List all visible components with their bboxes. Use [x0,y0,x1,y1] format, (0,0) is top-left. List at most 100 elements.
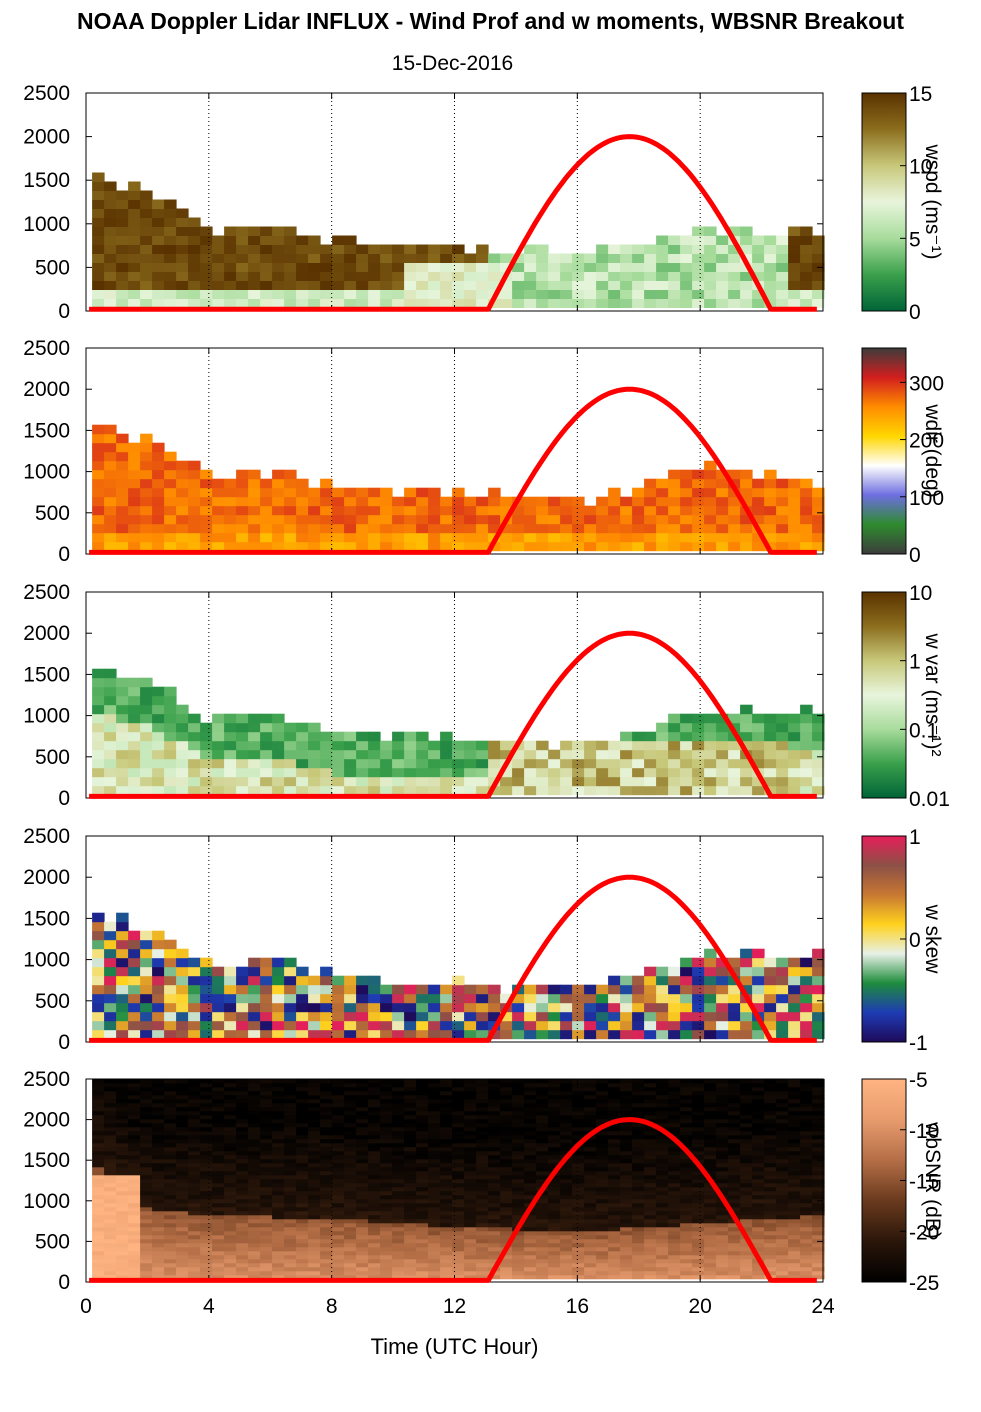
heatmap-cell [380,1214,393,1220]
heatmap-cell [356,1178,369,1184]
heatmap-cell [128,1174,141,1180]
heatmap-cell [512,1082,525,1088]
heatmap-cell [656,993,669,1004]
heatmap-cell [212,1082,225,1088]
heatmap-cell [632,532,645,543]
heatmap-cell [92,993,105,1004]
heatmap-cell [200,975,213,986]
heatmap-cell [560,1254,573,1260]
heatmap-cell [440,1258,453,1264]
heatmap-cell [344,1142,357,1148]
heatmap-cell [140,1126,153,1132]
heatmap-cell [344,1020,357,1031]
heatmap-cell [92,1174,105,1180]
heatmap-cell [548,1011,561,1022]
heatmap-cell [572,1082,585,1088]
heatmap-cell [620,514,633,525]
heatmap-cell [92,244,105,254]
heatmap-cell [656,1134,669,1140]
heatmap-cell [464,1190,477,1196]
heatmap-cell [668,1218,681,1224]
heatmap-cell [236,1090,249,1096]
heatmap-cell [308,1186,321,1192]
heatmap-cell [92,1234,105,1240]
heatmap-cell [404,1166,417,1172]
heatmap-cell [332,749,345,760]
heatmap-cell [92,1162,105,1168]
heatmap-cell [464,1274,477,1280]
heatmap-cell [728,1190,741,1196]
heatmap-cell [440,289,453,299]
heatmap-cell [236,1210,249,1216]
heatmap-cell [728,713,741,724]
heatmap-cell [380,1142,393,1148]
heatmap-cell [452,1106,465,1112]
heatmap-cell [332,1214,345,1220]
heatmap-cell [704,1011,717,1022]
heatmap-cell [248,740,261,751]
heatmap-cell [344,1098,357,1104]
heatmap-cell [140,280,153,290]
heatmap-cell [692,1106,705,1112]
y-tick-label: 2000 [23,622,70,645]
heatmap-cell [512,767,525,778]
heatmap-cell [752,1250,765,1256]
heatmap-cell [224,1142,237,1148]
heatmap-cell [596,523,609,534]
heatmap-cell [260,1150,273,1156]
heatmap-cell [584,767,597,778]
heatmap-cell [116,1194,129,1200]
heatmap-cell [404,1162,417,1168]
heatmap-cell [812,758,825,769]
heatmap-cell [248,271,261,281]
heatmap-cell [104,1122,117,1128]
heatmap-cell [392,1242,405,1248]
heatmap-cell [452,984,465,995]
heatmap-cell [692,523,705,534]
heatmap-cell [308,1246,321,1252]
heatmap-cell [596,1222,609,1228]
heatmap-cell [212,966,225,977]
heatmap-cell [716,1011,729,1022]
heatmap-cell [416,1086,429,1092]
heatmap-cell [476,1254,489,1260]
heatmap-cell [140,1078,153,1084]
heatmap-cell [440,1002,453,1013]
heatmap-cell [428,1266,441,1272]
heatmap-cell [248,289,261,299]
heatmap-cell [140,190,153,200]
heatmap-cell [740,1162,753,1168]
heatmap-cell [284,957,297,968]
heatmap-cell [152,930,165,941]
heatmap-cell [704,966,717,977]
heatmap-cell [524,1130,537,1136]
heatmap-cell [428,1162,441,1168]
heatmap-cell [584,1170,597,1176]
heatmap-cell [224,1011,237,1022]
heatmap-cell [812,289,825,299]
heatmap-cell [320,1078,333,1084]
heatmap-cell [548,289,561,299]
heatmap-cell [116,289,129,299]
heatmap-cell [200,749,213,760]
heatmap-cell [608,1238,621,1244]
heatmap-cell [740,758,753,769]
heatmap-cell [200,740,213,751]
heatmap-cell [104,1162,117,1168]
heatmap-cell [692,984,705,995]
heatmap-cell [704,767,717,778]
heatmap-cell [812,966,825,977]
heatmap-cell [116,1190,129,1196]
heatmap-cell [164,1020,177,1031]
heatmap-cell [476,740,489,751]
heatmap-cell [116,740,129,751]
heatmap-cell [332,1126,345,1132]
heatmap-cell [200,1262,213,1268]
heatmap-cell [788,722,801,733]
heatmap-cell [596,1002,609,1013]
heatmap-cell [740,966,753,977]
heatmap-cell [116,966,129,977]
heatmap-cell [356,767,369,778]
heatmap-cell [452,1082,465,1088]
heatmap-cell [104,993,117,1004]
